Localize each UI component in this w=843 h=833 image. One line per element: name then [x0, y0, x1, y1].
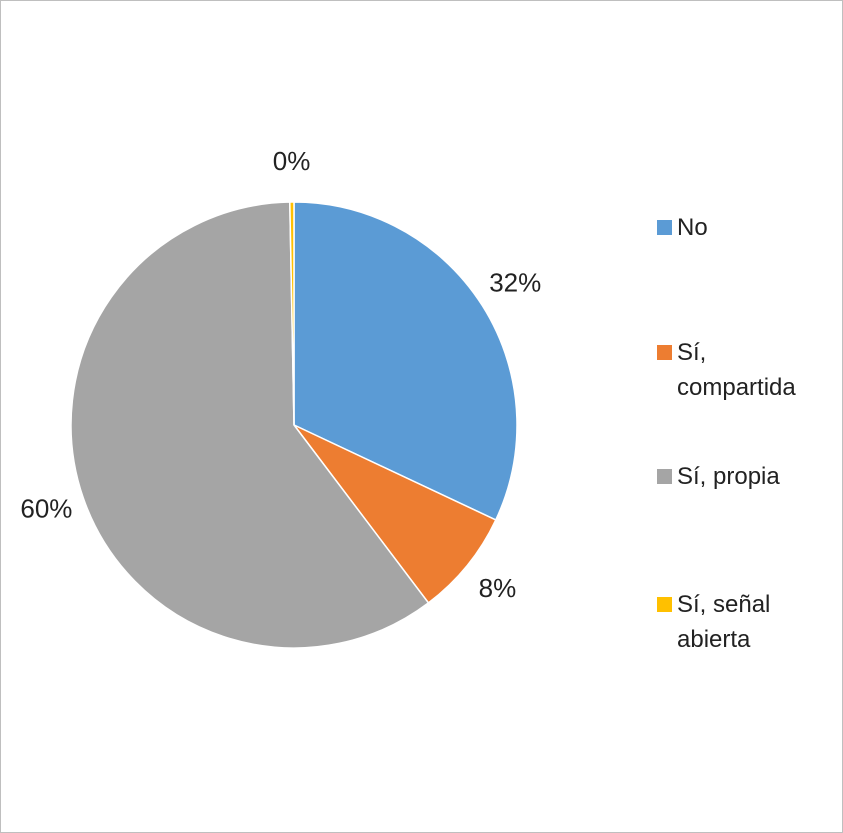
- legend-item: Sí, propia: [657, 459, 827, 494]
- legend-item: Sí, señal abierta: [657, 587, 827, 657]
- legend-swatch: [657, 220, 672, 235]
- legend-label: No: [677, 214, 708, 241]
- pie-slice: [293, 424, 497, 604]
- pie-slice: [289, 201, 295, 426]
- legend-item: No: [657, 210, 827, 245]
- legend-label: Sí, propia: [677, 463, 780, 490]
- data-label: 60%: [20, 494, 72, 524]
- legend-swatch: [657, 345, 672, 360]
- data-label: 8%: [479, 573, 517, 603]
- pie-slice: [70, 201, 430, 649]
- legend-swatch: [657, 469, 672, 484]
- legend-label: Sí, señal abierta: [677, 591, 771, 653]
- data-label: 32%: [489, 267, 541, 297]
- legend-item: Sí, compartida: [657, 335, 827, 405]
- legend-swatch: [657, 597, 672, 612]
- legend-label: Sí, compartida: [677, 339, 796, 401]
- data-label: 0%: [273, 146, 311, 176]
- pie-slice: [293, 201, 518, 521]
